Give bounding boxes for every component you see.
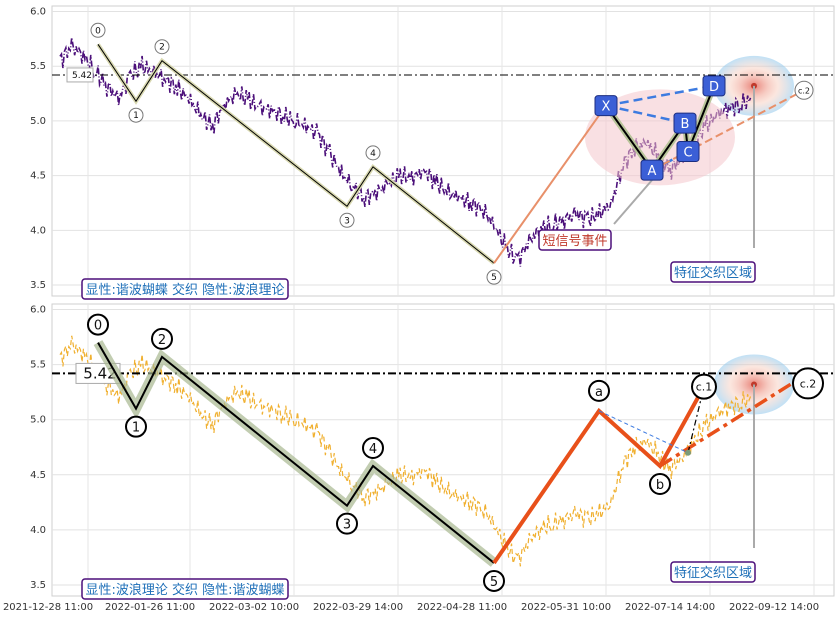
bottom-wave-label: 1 [132, 421, 140, 436]
harmonic-point-label: B [681, 117, 690, 132]
top-ytick-label: 5.5 [30, 61, 46, 72]
bottom-ytick-label: 5.0 [30, 415, 46, 426]
correction-marker [649, 472, 671, 495]
bottom-wave-marker [125, 415, 147, 438]
top-wave-line [97, 44, 495, 264]
x-tick-label: 2022-09-12 14:00 [729, 602, 819, 613]
x-tick-label: 2021-12-28 11:00 [3, 602, 93, 613]
bottom-wave-label: 4 [369, 442, 377, 457]
x-tick-label: 2022-05-31 10:00 [521, 602, 611, 613]
bottom-legend-text: 显性:波浪理论 交织 隐性:谐波蝴蝶 [85, 582, 284, 598]
harmonic-point-box [640, 159, 664, 181]
bottom-wave-label: 3 [343, 518, 351, 533]
top-panel: 6.0 5.5 5.0 4.5 4.0 3.5 5.42 0 1 2 3 4 5 X A BC D c.2 短信号事… [30, 5, 835, 300]
top-wave-marker [339, 212, 355, 228]
b-to-c2-dashed [659, 371, 809, 468]
top-zone-label-box [670, 261, 756, 283]
correction-line [492, 385, 706, 565]
bottom-wave-marker [336, 512, 358, 535]
top-legend-text: 显性:谐波蝴蝶 交织 隐性:波浪理论 [85, 282, 284, 298]
correction-marker [792, 367, 824, 400]
bottom-ytick-label: 3.5 [30, 580, 46, 591]
trend-5-to-x [493, 105, 607, 264]
bottom-ytick-label: 4.0 [30, 525, 46, 536]
top-ytick-label: 6.0 [30, 6, 46, 17]
bottom-price-series [59, 335, 752, 567]
callout-leader [613, 179, 653, 225]
hidden-harmonic-dashed [598, 410, 689, 454]
harmonic-point-label: D [709, 80, 719, 95]
x-tick-label: 2022-03-29 14:00 [313, 602, 403, 613]
top-ytick-label: 4.5 [30, 171, 46, 182]
top-legend-box [81, 278, 289, 300]
bottom-zone-label: 特征交织区域 [674, 565, 752, 581]
top-wave-marker [154, 39, 170, 55]
bottom-wave-line [97, 342, 495, 564]
bottom-wave-marker [151, 327, 173, 350]
top-wave-label: 4 [370, 149, 376, 159]
bottom-frame [51, 303, 835, 597]
callout-text: 短信号事件 [542, 234, 607, 249]
bottom-ytick-label: 4.5 [30, 470, 46, 481]
bottom-wave-marker [87, 313, 109, 336]
harmonic-point-box [702, 75, 726, 97]
correction-label: c.2 [800, 377, 817, 390]
bottom-wave-label: 0 [94, 319, 102, 334]
harmonic-c2-marker [794, 80, 814, 100]
correction-label: c.1 [696, 381, 713, 394]
harmonic-point-label: C [683, 146, 692, 161]
harmonic-c2-label: c.2 [798, 86, 810, 95]
top-ytick-label: 4.0 [30, 225, 46, 236]
top-hline-label: 5.42 [72, 71, 92, 81]
top-wave-marker [90, 22, 106, 38]
x-axis: 2021-12-28 11:00 2022-01-26 11:00 2022-03-… [3, 602, 819, 613]
correction-marker [691, 373, 717, 400]
harmonic-point-box [594, 95, 618, 117]
correction-marker [588, 379, 610, 402]
bottom-wave-marker [362, 436, 384, 459]
x-tick-label: 2022-03-02 10:00 [209, 602, 299, 613]
x-tick-label: 2022-01-26 11:00 [105, 602, 195, 613]
top-price-series [59, 37, 752, 267]
correction-label: a [595, 385, 603, 400]
bottom-wave-label: 5 [490, 575, 498, 590]
harmonic-point-label: A [648, 164, 657, 179]
bottom-wave-label: 2 [158, 333, 166, 348]
bottom-ytick-label: 6.0 [30, 305, 46, 316]
top-wave-label: 2 [159, 43, 165, 53]
top-zone-label: 特征交织区域 [674, 265, 752, 281]
top-ytick-label: 3.5 [30, 280, 46, 291]
top-wave-marker [128, 107, 144, 123]
top-wave-label: 3 [344, 216, 350, 226]
top-wave-label: 0 [95, 26, 101, 36]
hidden-harmonic-point [685, 449, 691, 456]
callout-box [538, 229, 612, 251]
top-wave-marker [486, 269, 502, 285]
harmonic-point-box [676, 141, 700, 163]
top-hline-label-box [66, 67, 94, 83]
correction-label: b [656, 478, 664, 493]
x-tick-label: 2022-07-14 14:00 [625, 602, 715, 613]
top-wave-label: 1 [133, 111, 139, 121]
top-wave-marker [365, 145, 381, 161]
xd-dashed [605, 84, 715, 107]
bottom-zone-label-box [670, 561, 756, 583]
harmonic-point-label: X [602, 100, 611, 115]
top-ytick-label: 5.0 [30, 116, 46, 127]
harmonic-point-box [673, 112, 697, 134]
top-wave-label: 5 [491, 273, 497, 283]
x-tick-label: 2022-04-28 11:00 [417, 602, 507, 613]
bottom-ytick-label: 5.5 [30, 360, 46, 371]
bottom-legend-box [81, 578, 289, 600]
bottom-wave-marker [483, 569, 505, 592]
